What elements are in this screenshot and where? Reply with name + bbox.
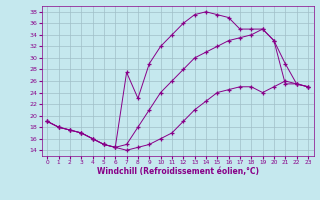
X-axis label: Windchill (Refroidissement éolien,°C): Windchill (Refroidissement éolien,°C)	[97, 167, 259, 176]
